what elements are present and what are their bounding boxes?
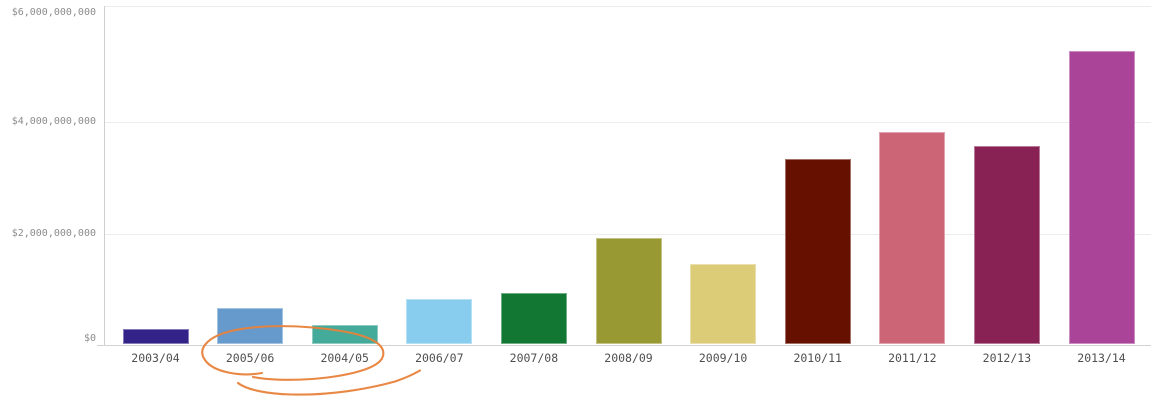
- bar-2008-09[interactable]: [595, 238, 662, 345]
- x-axis-tick-label-2012-13: 2012/13: [982, 350, 1032, 365]
- y-axis-line: [103, 5, 105, 345]
- bar-2007-08[interactable]: [500, 292, 567, 345]
- x-axis-baseline: [97, 344, 1151, 346]
- gridline: [104, 121, 1151, 123]
- x-axis-tick-label-2005-06: 2005/06: [225, 350, 275, 365]
- bar-2009-10[interactable]: [690, 263, 757, 345]
- y-axis-tick-label: $6,000,000,000: [11, 7, 96, 18]
- x-axis-tick-label-2011-12: 2011/12: [888, 350, 937, 365]
- bar-2005-06[interactable]: [217, 308, 284, 345]
- x-axis-tick-label-2006-07: 2006/07: [415, 350, 464, 365]
- bar-2010-11[interactable]: [784, 159, 851, 345]
- x-axis-tick-label-2013-14: 2013/14: [1077, 350, 1126, 365]
- x-axis-tick-label-2004-05: 2004/05: [320, 350, 369, 365]
- annotation-underline-swoosh: [236, 369, 422, 396]
- x-axis-tick-label-2007-08: 2007/08: [509, 350, 559, 365]
- x-axis-tick-label-2010-11: 2010/11: [793, 350, 842, 365]
- x-axis-tick-label-2003-04: 2003/04: [131, 350, 180, 365]
- bar-2003-04[interactable]: [122, 328, 189, 345]
- bar-2004-05[interactable]: [311, 325, 378, 345]
- y-axis-tick-label: $4,000,000,000: [11, 115, 96, 127]
- gridline: [104, 234, 1151, 235]
- x-axis-tick-label-2009-10: 2009/10: [698, 350, 748, 365]
- y-axis-tick-label: $2,000,000,000: [11, 228, 96, 239]
- x-axis-tick-label-2008-09: 2008/09: [604, 350, 653, 365]
- bar-2013-14[interactable]: [1068, 51, 1135, 345]
- bar-2012-13[interactable]: [973, 145, 1040, 345]
- bar-2011-12[interactable]: [879, 132, 946, 345]
- y-axis-tick-label: $0: [83, 333, 96, 344]
- gridline: [104, 5, 1151, 7]
- bar-2006-07[interactable]: [406, 299, 473, 345]
